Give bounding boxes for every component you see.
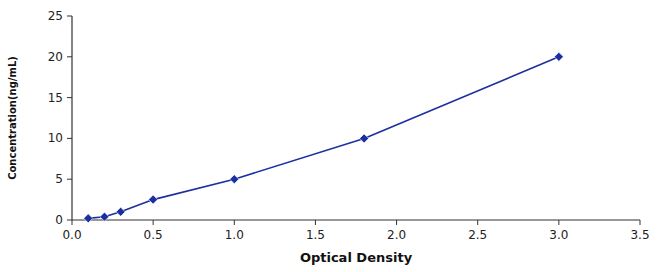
x-tick: [153, 220, 154, 225]
y-tick-label: 5: [55, 172, 63, 186]
plot-area: [84, 52, 564, 223]
y-axis-line: [71, 16, 72, 220]
x-tick-label: 3.0: [549, 228, 568, 242]
marker: [116, 207, 125, 216]
marker: [554, 52, 563, 61]
y-tick: [67, 16, 72, 17]
y-tick-label: 20: [48, 50, 63, 64]
chart-container: 0.0 0.5 1.0 1.5 2.0 2.5 3.0 3.5 0 5 10 15 20 25 Optica…: [0, 0, 664, 272]
y-axis-label: Concentration(ng/mL): [7, 56, 18, 180]
x-tick: [315, 220, 316, 225]
marker: [360, 134, 369, 143]
y-tick-label: 25: [48, 9, 63, 23]
x-tick: [558, 220, 559, 225]
x-axis-line: [72, 219, 640, 220]
x-tick-label: 1.5: [306, 228, 325, 242]
marker: [84, 214, 93, 223]
x-axis: 0.0 0.5 1.0 1.5 2.0 2.5 3.0 3.5: [62, 220, 649, 242]
y-tick: [67, 56, 72, 57]
marker: [230, 175, 239, 184]
y-tick-label: 15: [48, 91, 63, 105]
y-tick: [67, 138, 72, 139]
x-tick: [640, 220, 641, 225]
y-tick: [67, 97, 72, 98]
x-tick-label: 0.0: [62, 228, 81, 242]
chart: 0.0 0.5 1.0 1.5 2.0 2.5 3.0 3.5 0 5 10 15 20 25 Optica…: [0, 0, 664, 272]
x-tick: [477, 220, 478, 225]
y-axis: 0 5 10 15 20 25: [48, 9, 72, 227]
y-tick: [67, 179, 72, 180]
y-tick: [67, 220, 72, 221]
x-tick: [396, 220, 397, 225]
y-tick-label: 0: [55, 213, 63, 227]
x-tick: [234, 220, 235, 225]
marker: [100, 212, 109, 221]
x-tick: [72, 220, 73, 225]
marker: [149, 195, 158, 204]
x-tick-label: 2.0: [387, 228, 406, 242]
x-tick-label: 2.5: [468, 228, 487, 242]
y-tick-label: 10: [48, 131, 63, 145]
x-tick-label: 0.5: [144, 228, 163, 242]
line: [88, 57, 559, 219]
x-tick-label: 1.0: [225, 228, 244, 242]
x-axis-label: Optical Density: [300, 250, 413, 265]
x-tick-label: 3.5: [630, 228, 649, 242]
